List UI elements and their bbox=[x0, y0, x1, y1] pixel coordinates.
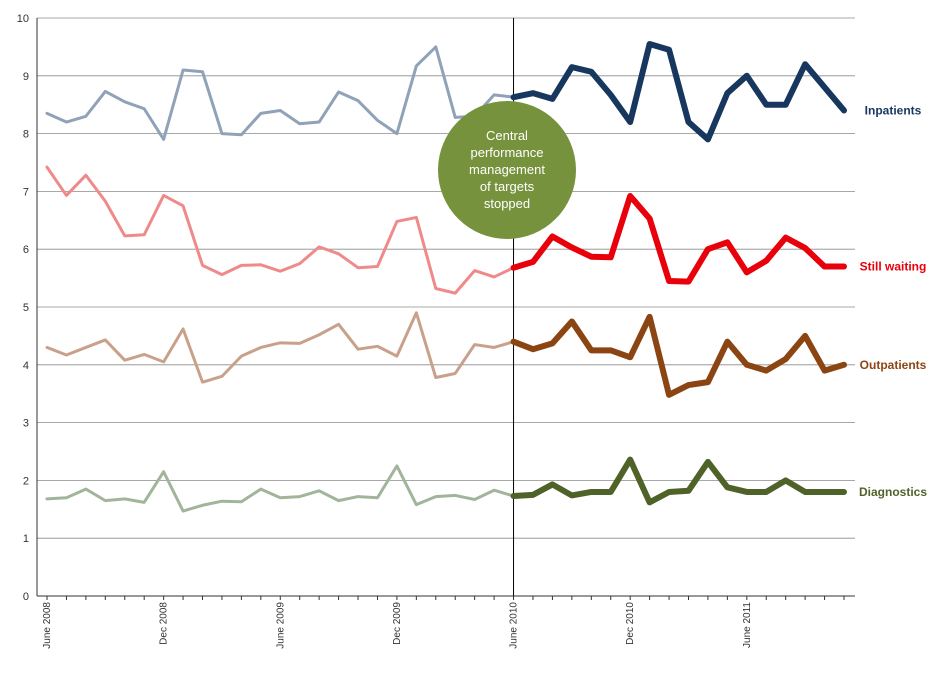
series-line-before bbox=[45, 165, 516, 295]
series-line-before bbox=[45, 311, 516, 384]
y-tick-label: 8 bbox=[23, 129, 29, 141]
series-label: Diagnostics bbox=[859, 485, 927, 499]
series-line-after bbox=[510, 456, 847, 506]
series-lines bbox=[45, 41, 847, 513]
annotation-text-line: management bbox=[469, 162, 545, 177]
x-tick-label: Dec 2010 bbox=[625, 602, 636, 645]
y-tick-label: 1 bbox=[23, 533, 29, 545]
y-tick-label: 2 bbox=[23, 475, 29, 487]
y-tick-label: 5 bbox=[23, 302, 29, 314]
axes: 0 1 2 3 4 5 6 7 8 9 10 June 2008 Dec 2008 June 2009 De… bbox=[17, 13, 855, 649]
x-tick-label: June 2008 bbox=[42, 602, 53, 649]
x-tick-label: Dec 2009 bbox=[392, 602, 403, 645]
y-tick-label: 3 bbox=[23, 418, 29, 430]
x-tick-label: June 2010 bbox=[509, 602, 520, 649]
series-line-after bbox=[510, 41, 847, 143]
annotation-text-line: Central bbox=[486, 128, 528, 143]
series-label: Outpatients bbox=[860, 358, 927, 372]
annotation-circle bbox=[438, 101, 576, 239]
y-tick-label: 4 bbox=[23, 360, 29, 372]
series-labels: Inpatients Still waiting Outpatients Diagno… bbox=[859, 103, 927, 498]
x-tick-label: June 2011 bbox=[742, 602, 753, 648]
y-tick-label: 0 bbox=[23, 591, 29, 603]
annotation-text-line: stopped bbox=[484, 196, 530, 211]
series-line-before bbox=[45, 464, 516, 513]
y-tick-label: 7 bbox=[23, 186, 29, 198]
x-tick-label: June 2009 bbox=[275, 602, 286, 649]
annotation-text-line: of targets bbox=[480, 179, 535, 194]
y-tick-label: 6 bbox=[23, 244, 29, 256]
series-line-after bbox=[510, 193, 847, 285]
series-line-after bbox=[510, 313, 847, 398]
y-tick-label: 10 bbox=[17, 13, 29, 25]
annotation: Central performance management of targets st… bbox=[438, 101, 576, 239]
y-tick-label: 9 bbox=[23, 71, 29, 83]
x-tick-label: Dec 2008 bbox=[159, 602, 170, 645]
series-label: Inpatients bbox=[865, 103, 922, 117]
series-label: Still waiting bbox=[860, 260, 927, 274]
gridlines bbox=[37, 17, 855, 539]
annotation-text-line: performance bbox=[471, 145, 544, 160]
series-line-before bbox=[45, 45, 516, 141]
